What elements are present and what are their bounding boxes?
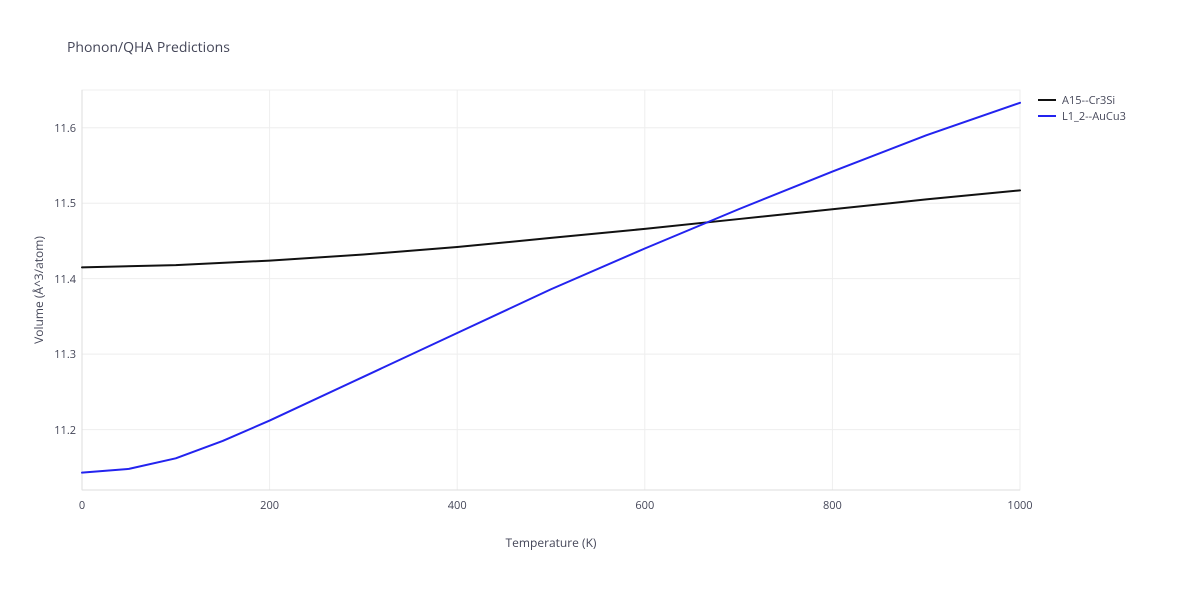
series-line [82,190,1020,267]
legend: A15--Cr3SiL1_2--AuCu3 [1038,92,1126,124]
legend-item[interactable]: A15--Cr3Si [1038,92,1126,108]
x-tick-label: 200 [250,498,290,513]
legend-item[interactable]: L1_2--AuCu3 [1038,108,1126,124]
legend-label: A15--Cr3Si [1062,93,1115,108]
y-tick-label: 11.5 [40,196,76,211]
y-tick-label: 11.2 [40,423,76,438]
legend-swatch [1038,115,1056,117]
phonon-qha-chart: Phonon/QHA Predictions 02004006008001000… [0,0,1200,600]
x-tick-label: 800 [812,498,852,513]
x-axis-label: Temperature (K) [0,534,1102,551]
legend-swatch [1038,99,1056,101]
y-axis-label: Volume (Å^3/atom) [30,220,47,360]
x-tick-label: 600 [625,498,665,513]
x-tick-label: 1000 [1000,498,1040,513]
x-tick-label: 0 [62,498,102,513]
legend-label: L1_2--AuCu3 [1062,109,1126,124]
series-line [82,103,1020,473]
y-tick-label: 11.6 [40,121,76,136]
x-tick-label: 400 [437,498,477,513]
